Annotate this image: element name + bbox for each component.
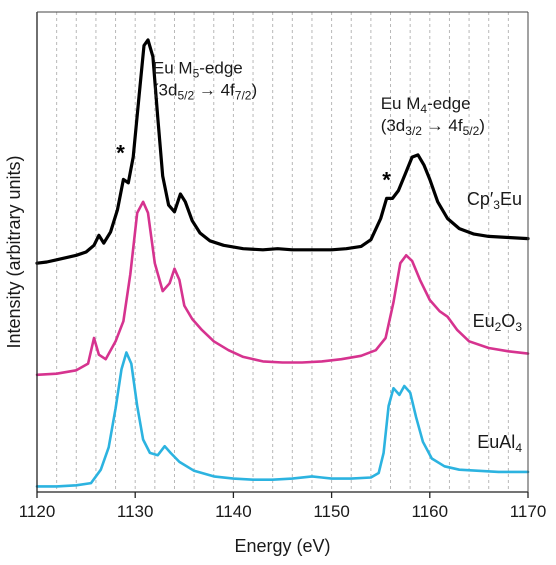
annotations: Eu M5-edge(3d5/2 → 4f7/2) Eu M4-edge(3d3/… [116,58,485,192]
x-tick-label: 1150 [313,502,350,521]
x-tick-label: 1160 [412,502,449,521]
series-label: EuAl4 [477,432,522,455]
x-tick-label: 1140 [215,502,252,521]
series-line [35,351,530,488]
edge-label-title: Eu M4-edge [381,94,471,116]
shoulder-star-marker: * [116,140,125,165]
shoulder-star-marker: * [382,167,391,192]
series-label: Eu2O3 [473,311,523,334]
series-group [35,38,530,488]
x-tick-label: 1130 [117,502,154,521]
axes [36,11,529,498]
series-label: Cp′3Eu [467,189,522,212]
series-line [35,200,530,377]
edge-label-transition: (3d3/2 → 4f5/2) [381,116,485,138]
x-tick-labels: 1120 1130 1140 1150 1160 1170 [19,502,547,521]
series-labels: Cp′3Eu Eu2O3 EuAl4 [467,189,522,455]
x-axis-title: Energy (eV) [234,536,330,556]
y-axis-title: Intensity (arbitrary units) [4,155,24,348]
series-line [35,38,530,265]
edge-label-title: Eu M5-edge [153,58,243,80]
x-tick-label: 1120 [19,502,56,521]
edge-label-transition: (3d5/2 → 4f7/2) [153,80,257,102]
gridlines [56,12,509,492]
x-tick-label: 1170 [510,502,547,521]
